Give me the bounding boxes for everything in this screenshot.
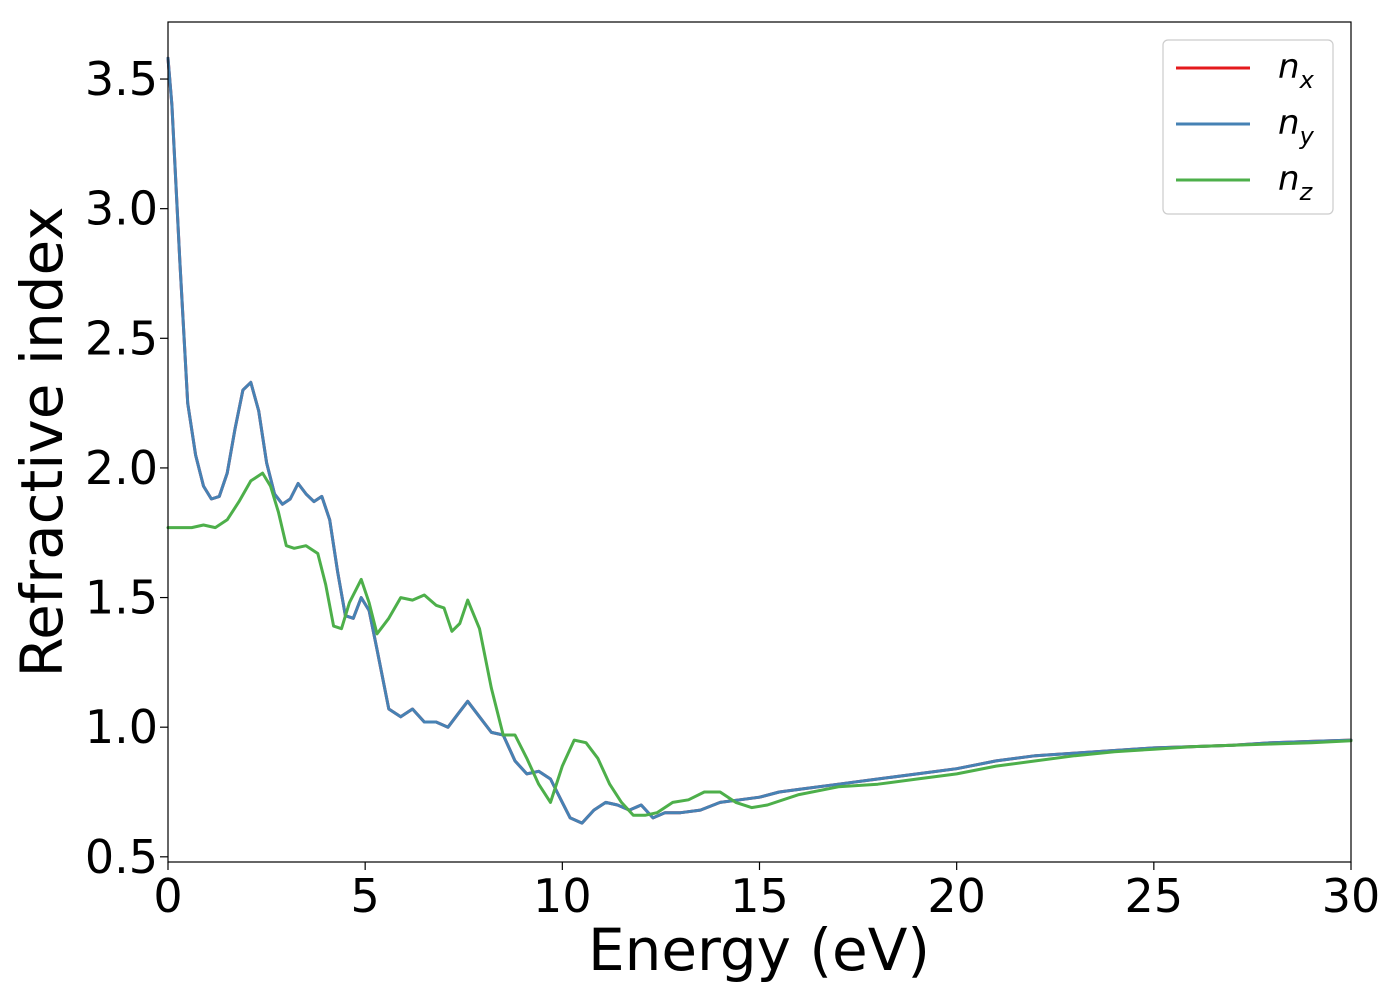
y-tick-label: 2.5 (85, 311, 158, 365)
y-tick-label: 3.0 (85, 182, 158, 236)
y-tick-label: 1.0 (85, 700, 158, 754)
x-axis-label: Energy (eV) (588, 916, 930, 984)
y-tick-label: 3.5 (85, 52, 158, 106)
x-axis-ticks: 0 5 10 15 20 25 30 (153, 862, 1380, 923)
x-tick-label: 10 (533, 869, 592, 923)
x-tick-label: 30 (1322, 869, 1381, 923)
series-line-ny (166, 56, 1353, 825)
legend-subscript: z (1299, 178, 1314, 206)
y-axis-label: Refractive index (8, 206, 76, 677)
legend-box (1162, 39, 1334, 215)
x-tick-label: 20 (927, 869, 986, 923)
x-tick-label: 25 (1125, 869, 1184, 923)
legend-subscript: x (1299, 66, 1315, 94)
y-tick-label: 2.0 (85, 441, 158, 495)
y-axis-ticks: 0.5 1.0 1.5 2.0 2.5 3.0 3.5 (85, 52, 168, 884)
series-line-nz (166, 471, 1353, 817)
x-tick-label: 5 (351, 869, 380, 923)
x-tick-label: 15 (730, 869, 789, 923)
x-tick-label: 0 (153, 869, 182, 923)
series-group (166, 56, 1353, 825)
y-tick-label: 0.5 (85, 830, 158, 884)
legend-subscript: y (1299, 122, 1315, 150)
y-tick-label: 1.5 (85, 571, 158, 625)
